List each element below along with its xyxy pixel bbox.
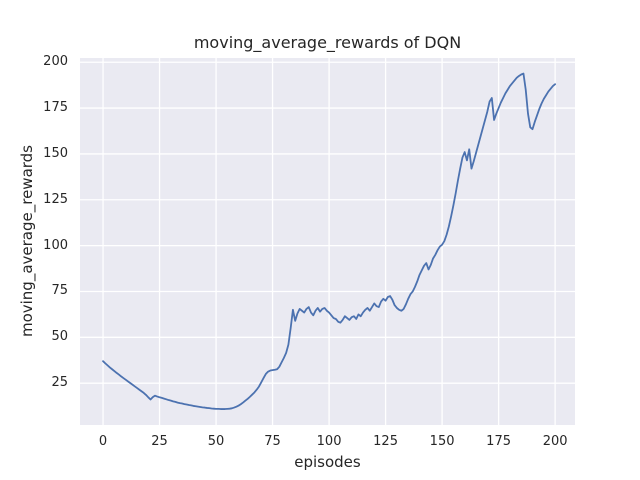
y-tick-label: 175 — [43, 100, 68, 116]
x-tick-label: 150 — [429, 434, 455, 449]
y-tick-label: 150 — [43, 145, 68, 161]
y-tick-label: 25 — [51, 375, 68, 391]
y-tick-label: 100 — [43, 237, 68, 253]
gridlines — [80, 58, 575, 425]
y-tick-label: 75 — [51, 283, 68, 299]
chart-title: moving_average_rewards of DQN — [193, 33, 462, 52]
x-tick-label: 25 — [151, 434, 168, 449]
x-tick-label: 75 — [264, 434, 281, 449]
x-tick-label: 125 — [373, 434, 398, 449]
x-tick-label: 200 — [542, 434, 568, 449]
y-tick-label: 200 — [43, 54, 68, 70]
y-tick-label: 50 — [51, 329, 68, 345]
plot-area — [80, 58, 575, 425]
y-tick-label: 125 — [43, 191, 68, 207]
x-axis-label: episodes — [294, 453, 361, 471]
x-tick-label: 0 — [98, 434, 108, 449]
plot-svg — [80, 58, 575, 425]
x-tick-label: 50 — [207, 434, 225, 449]
x-tick-label: 100 — [316, 434, 342, 449]
plot-background — [80, 58, 575, 425]
x-tick-label: 175 — [486, 434, 511, 449]
line-series — [102, 72, 557, 410]
